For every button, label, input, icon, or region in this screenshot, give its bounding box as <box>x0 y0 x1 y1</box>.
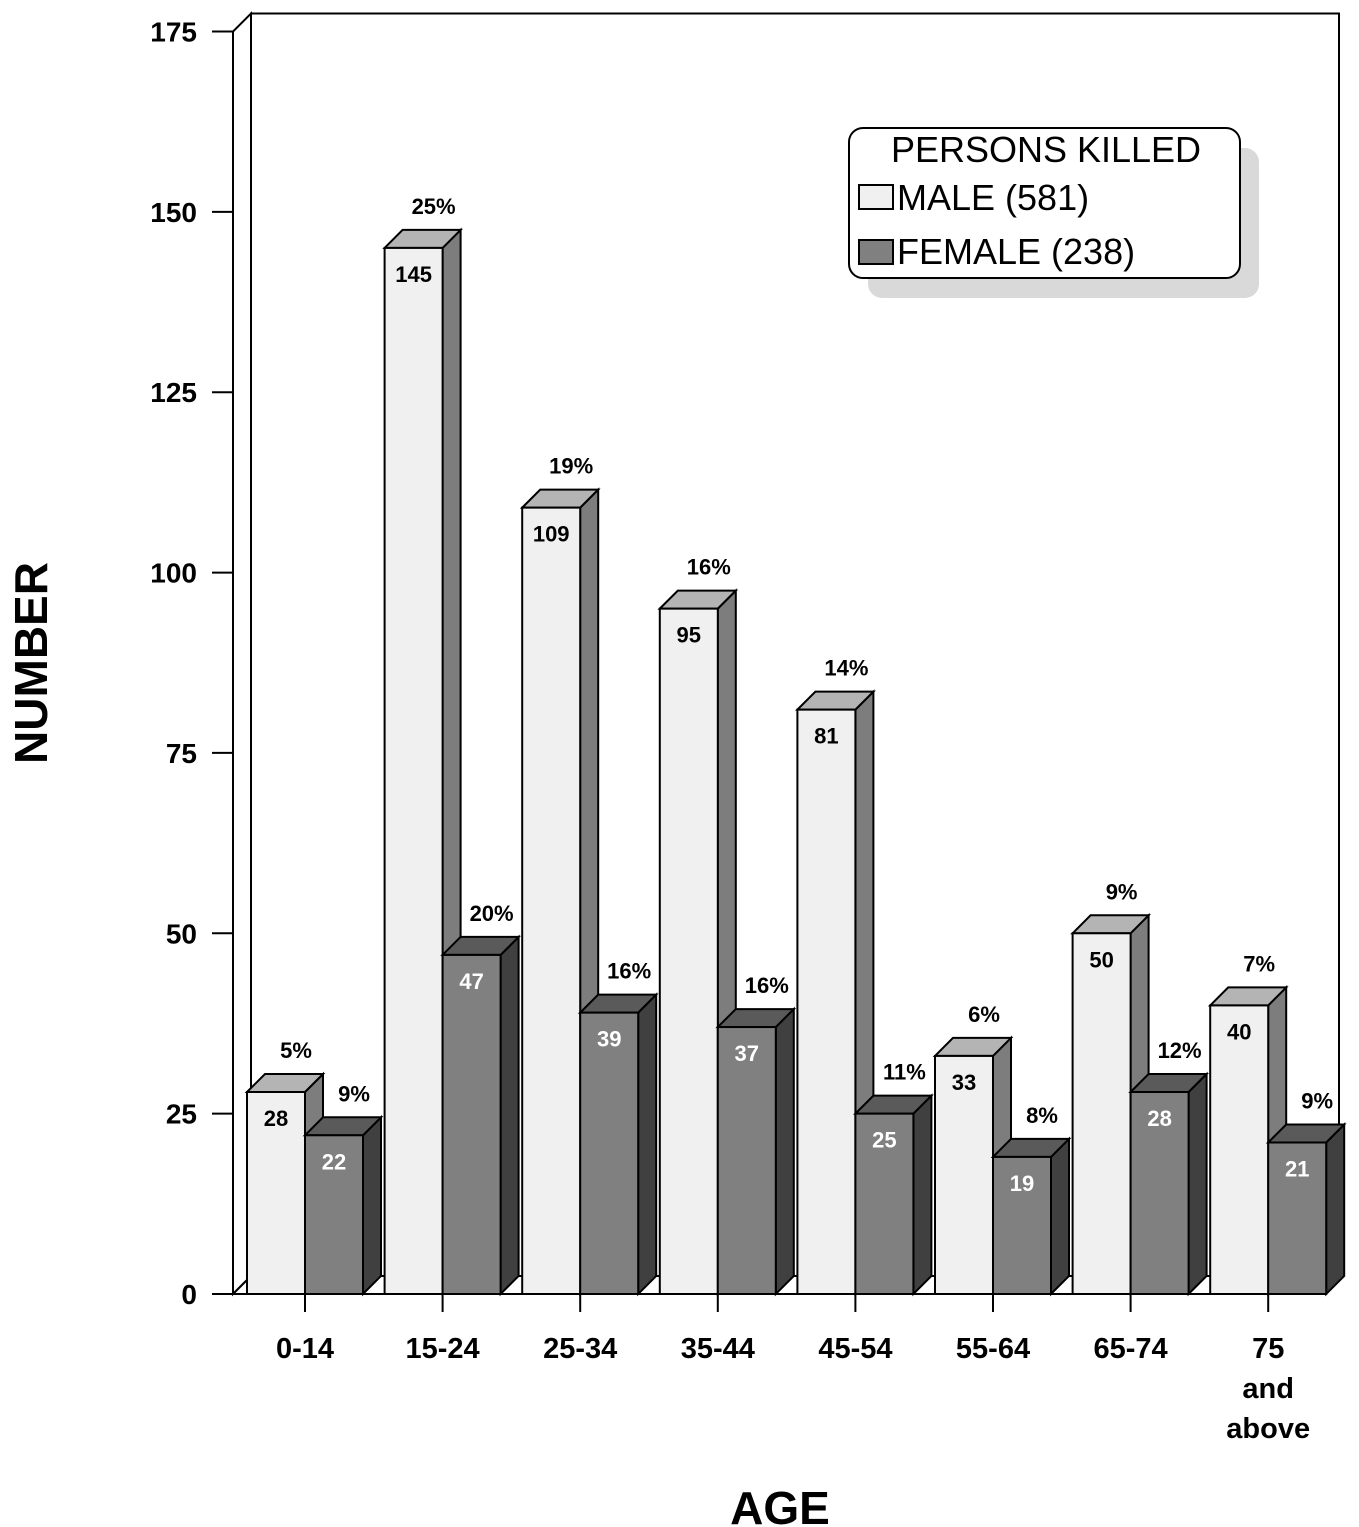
legend-label-female: FEMALE (238) <box>897 231 1135 272</box>
y-tick-label: 150 <box>150 197 197 228</box>
percent-label-female: 11% <box>883 1060 926 1085</box>
bar-female <box>1267 1141 1328 1295</box>
y-tick-label: 125 <box>150 377 197 408</box>
bar-female <box>992 1155 1052 1296</box>
x-tick-label: 55-64 <box>956 1333 1030 1365</box>
y-tick-label: 75 <box>166 738 197 769</box>
legend: PERSONS KILLED MALE (581) FEMALE (238) <box>848 127 1259 298</box>
bar-value-label-female: 37 <box>735 1041 759 1066</box>
y-tick-label: 25 <box>166 1099 197 1130</box>
bar-female <box>579 1011 640 1296</box>
percent-label-female: 12% <box>1158 1038 1202 1063</box>
bar-male <box>521 506 582 1295</box>
percent-label-male: 7% <box>1243 951 1275 976</box>
bar-male <box>1071 932 1132 1295</box>
y-tick-label: 0 <box>181 1279 197 1310</box>
x-tick-label: 15-24 <box>406 1333 480 1365</box>
bar-female <box>441 953 502 1296</box>
bar-female-side <box>1325 1122 1346 1297</box>
y-axis: 0 25 50 75 100 125 150 175 <box>150 17 233 1310</box>
y-tick-label: 100 <box>150 558 197 589</box>
percent-label-female: 9% <box>1301 1089 1333 1114</box>
percent-label-male: 25% <box>412 194 456 219</box>
x-tick-label: 25-34 <box>543 1333 617 1365</box>
bar-value-label-female: 21 <box>1285 1157 1309 1182</box>
bar-female-side <box>499 934 520 1297</box>
legend-swatch-male <box>858 184 894 210</box>
x-axis-title: AGE <box>730 1482 830 1527</box>
x-tick-label: 65-74 <box>1094 1333 1168 1365</box>
percent-label-female: 16% <box>607 959 651 984</box>
percent-label-female: 8% <box>1026 1103 1058 1128</box>
bar-value-label-male: 95 <box>677 623 701 648</box>
bar-value-label-male: 109 <box>533 522 570 547</box>
bar-male <box>796 708 857 1295</box>
x-tick-label: 45-54 <box>818 1333 892 1365</box>
legend-label-male: MALE (581) <box>897 177 1089 218</box>
legend-title: PERSONS KILLED <box>891 129 1201 170</box>
percent-label-male: 5% <box>280 1038 312 1063</box>
bar-value-label-female: 25 <box>872 1128 896 1153</box>
bar-female-side <box>774 1006 795 1297</box>
bar-value-label-female: 22 <box>322 1149 346 1174</box>
x-tick-label: 75 and above <box>1226 1333 1310 1445</box>
bar-female <box>1129 1091 1190 1295</box>
y-tick-label: 175 <box>150 17 197 48</box>
bar-male <box>246 1091 306 1295</box>
bar-value-label-male: 33 <box>952 1070 976 1095</box>
percent-label-male: 9% <box>1106 879 1138 904</box>
data-labels: 28 5% 22 9% 145 25% 47 20% 109 19% 39 16% 95 16% 37 16%… <box>264 194 1333 1196</box>
bar-male <box>1209 1004 1270 1296</box>
bar-female-side <box>1050 1136 1070 1297</box>
y-tick-label: 50 <box>166 918 197 949</box>
bar-female-side <box>362 1114 382 1297</box>
bar-value-label-female: 19 <box>1010 1171 1034 1196</box>
percent-label-female: 20% <box>470 901 514 926</box>
bar-value-label-male: 28 <box>264 1106 288 1131</box>
bar-female-side <box>637 992 658 1297</box>
bar-value-label-female: 47 <box>459 969 483 994</box>
bar-female-side <box>1187 1071 1208 1297</box>
y-axis-title: NUMBER <box>5 562 57 764</box>
bar-male <box>658 607 719 1295</box>
bar-female <box>854 1112 915 1295</box>
bar-female-side <box>912 1093 933 1297</box>
bars <box>244 227 1347 1297</box>
bar-female <box>304 1134 364 1296</box>
percent-label-male: 6% <box>968 1002 1000 1027</box>
bar-value-label-male: 81 <box>814 724 838 749</box>
bar-value-label-female: 28 <box>1147 1106 1171 1131</box>
legend-box <box>848 127 1241 279</box>
bar-female <box>716 1026 777 1295</box>
x-axis: 0-14 15-24 25-34 35-44 45-54 55-64 65-74 75 and a… <box>276 1294 1310 1445</box>
percent-label-male: 19% <box>549 454 593 479</box>
bar-value-label-female: 39 <box>597 1027 621 1052</box>
x-tick-label: 35-44 <box>681 1333 755 1365</box>
percent-label-female: 9% <box>338 1081 370 1106</box>
x-tick-label: 0-14 <box>276 1333 334 1365</box>
bar-value-label-male: 40 <box>1227 1019 1251 1044</box>
bar-male <box>383 246 444 1295</box>
bar-value-label-male: 145 <box>395 262 432 287</box>
percent-label-male: 14% <box>824 656 868 681</box>
legend-swatch-female <box>858 239 894 265</box>
bar-value-label-male: 50 <box>1089 947 1113 972</box>
percent-label-male: 16% <box>687 555 731 580</box>
percent-label-female: 16% <box>745 973 789 998</box>
